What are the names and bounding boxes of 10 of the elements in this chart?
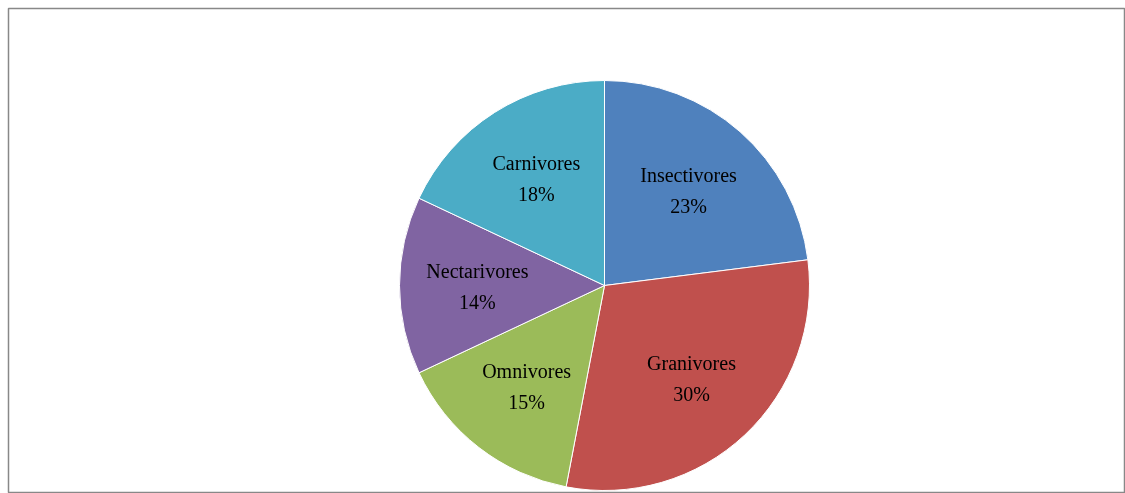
slice-label: Nectarivores: [426, 259, 529, 282]
slice-label: Granivores: [647, 352, 737, 375]
slice-label: Carnivores: [492, 152, 581, 175]
slice-label: Omnivores: [482, 359, 572, 382]
data-label: 14%: [459, 290, 496, 313]
slice-label: Insectivores: [640, 164, 738, 187]
data-label: 30%: [673, 383, 710, 406]
data-label: 23%: [670, 195, 707, 218]
data-label: 15%: [508, 390, 545, 413]
data-label: 18%: [518, 183, 555, 206]
